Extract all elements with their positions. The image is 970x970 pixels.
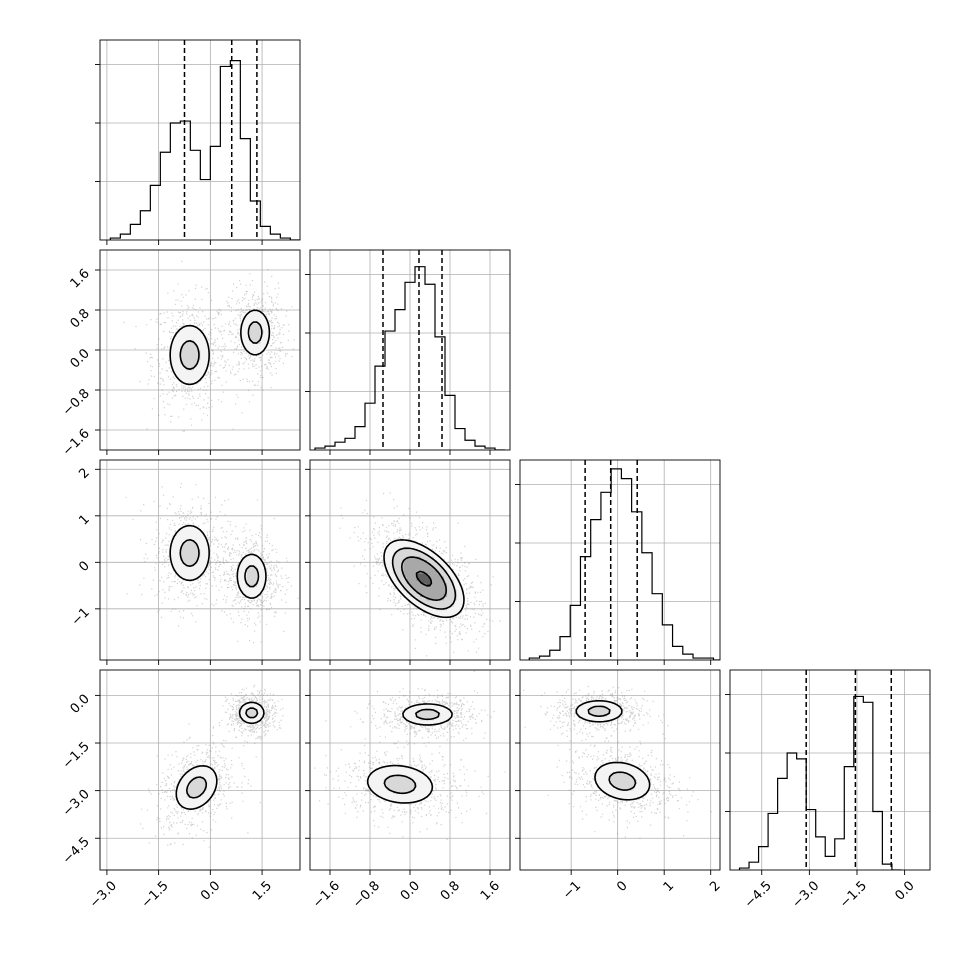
y-tick-label: 0.0 [68,346,93,371]
y-tick-label: −1.6 [60,426,93,459]
joint-content [123,260,295,432]
x-tick-label: 0.8 [438,878,463,903]
joint-content [523,685,712,839]
panel-frame [309,249,511,451]
x-tick-label: 0.0 [892,878,917,903]
panel-frame [99,249,301,451]
y-tick-label: −1 [69,605,93,629]
y-tick-label: 1.6 [68,266,93,291]
x-tick-label: −1.5 [837,878,870,911]
joint-content [125,483,299,644]
joint-content [339,492,501,660]
contour-level-1 [169,309,271,386]
x-tick-label: −1.6 [310,878,343,911]
panel-frame [309,669,511,871]
histogram-step [528,468,720,660]
y-tick-label: 0.0 [68,692,93,717]
density-fill-level-2 [186,706,258,798]
x-tick-label: 1 [661,878,677,894]
histogram-panel-1 [95,39,301,245]
y-tick-label: −1.5 [60,739,93,772]
panel-frame [729,669,931,871]
x-tick-label: −1 [560,878,584,902]
contour-level-1 [175,701,265,810]
panel-frame [519,459,721,661]
panel-frame [99,669,301,871]
scatter-cloud [125,483,299,644]
histogram-step [738,695,902,870]
scatter-points [314,670,506,840]
joint-panel-1-3: −1 0 1 2 [69,459,301,665]
contour-level-4 [415,570,433,587]
y-tick-label: 2 [76,466,92,482]
panel-frame [519,669,721,871]
x-tick-label: −0.8 [350,878,383,911]
panel-frame [99,39,301,241]
y-tick-label: 0 [76,559,92,575]
y-tick-label: −4.5 [60,834,93,867]
panel-frame [99,459,301,661]
x-tick-label: 2 [707,878,723,894]
scatter-cloud [123,260,295,432]
x-tick-label: 0.0 [198,878,223,903]
x-tick-label: −1.5 [139,878,172,911]
x-tick-label: 1.5 [250,878,275,903]
y-tick-label: −3.0 [60,787,93,820]
joint-panel-1-2: −1.6 −0.8 0.0 0.8 1.6 [60,249,301,459]
histogram-panel-3 [515,459,721,665]
contour-level-2 [179,321,263,370]
contour-level-2 [587,705,637,791]
x-tick-label: −3.0 [87,878,120,911]
contour-level-2 [185,707,259,799]
panel-frame [309,459,511,661]
x-tick-label: −3.0 [789,878,822,911]
density-fill-level-4 [416,573,431,588]
y-tick-label: 0.8 [68,306,93,331]
scatter-cloud [139,684,284,848]
contour-level-1 [383,539,465,619]
y-tick-label: −0.8 [60,386,93,419]
contour-level-2 [383,708,440,795]
joint-panel-3-4: −1 0 1 2 [515,669,724,903]
scatter-cloud [314,670,506,840]
x-tick-label: −4.5 [742,878,775,911]
density-fill-level-2 [383,710,441,794]
density-fill-level-1 [576,700,651,801]
joint-content [314,670,506,840]
histogram-step [109,60,300,240]
histogram-step [314,266,505,450]
joint-panel-2-4: −1.6 −0.8 0.0 0.8 1.6 [305,669,511,911]
contour-level-2 [391,547,457,610]
scatter-points [123,260,295,432]
contour-level-1 [366,703,453,804]
contour-level-1 [169,524,267,599]
scatter-cloud [339,492,501,660]
contour-level-2 [179,538,260,588]
x-tick-label: 0 [614,878,630,894]
scatter-points [139,684,284,848]
histogram-panel-2 [305,249,511,455]
contour-level-1 [575,699,651,801]
joint-content [139,684,284,848]
scatter-points [339,492,501,660]
scatter-points [125,483,299,644]
joint-panel-2-3 [305,459,511,665]
joint-panel-1-4: −4.5 −3.0 −1.5 0.0 −3.0 −1.5 0.0 1.5 [60,669,301,911]
histogram-panel-4: −4.5 −3.0 −1.5 0.0 [725,669,931,911]
x-tick-label: 1.6 [478,878,503,903]
contour-level-3 [400,556,448,601]
y-tick-label: 1 [76,512,92,528]
x-tick-label: 0.0 [398,878,423,903]
